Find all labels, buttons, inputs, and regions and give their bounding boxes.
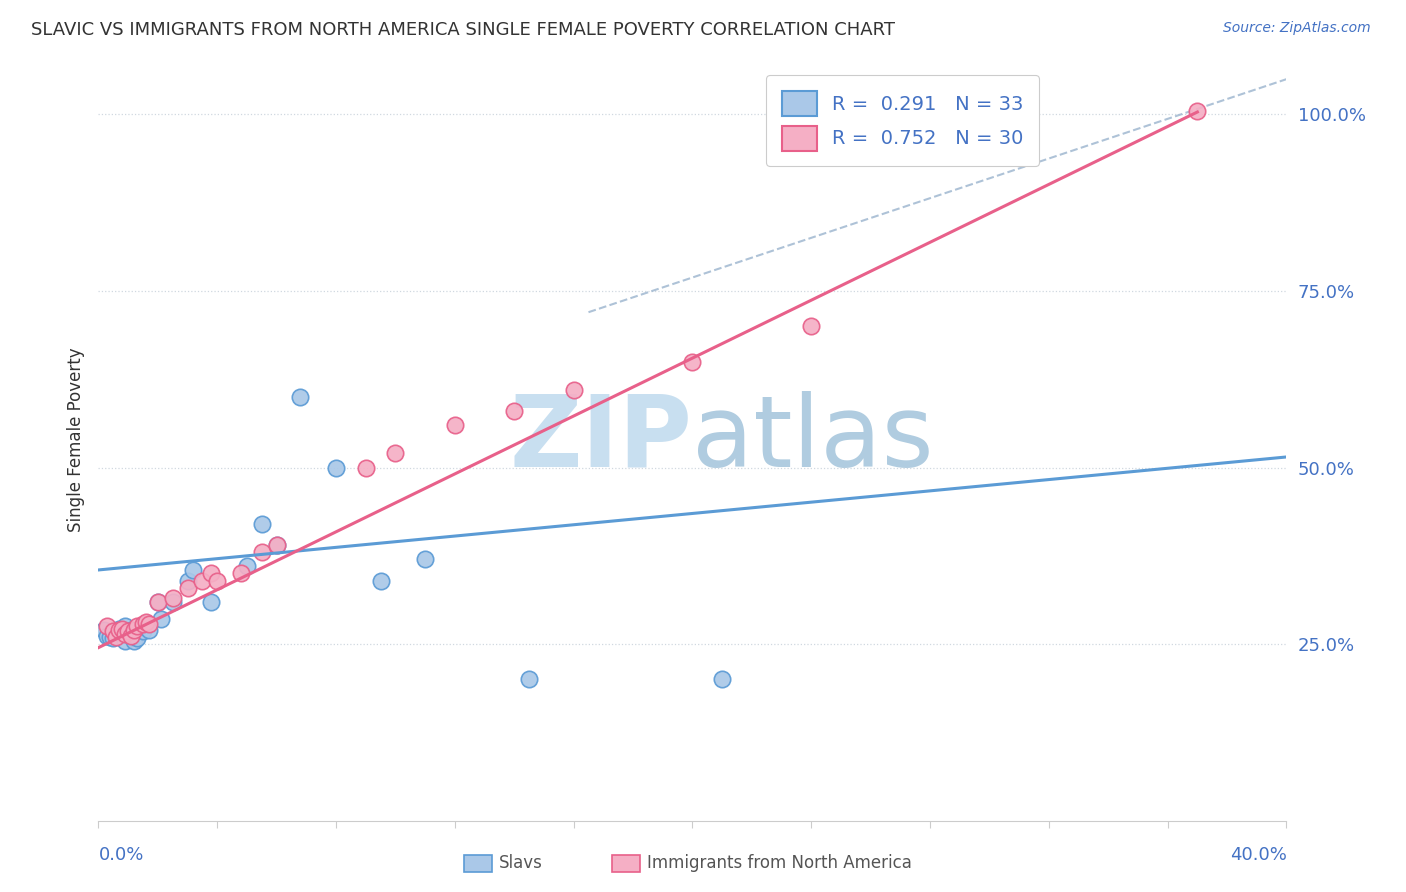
Point	[114, 633, 136, 648]
Point	[105, 630, 128, 644]
Point	[111, 626, 134, 640]
Point	[176, 581, 198, 595]
Point	[111, 622, 134, 636]
Point	[562, 383, 585, 397]
Text: ZIP: ZIP	[509, 391, 692, 488]
Point	[290, 390, 312, 404]
Point	[503, 404, 526, 418]
Point	[266, 538, 288, 552]
Point	[120, 623, 142, 637]
Text: atlas: atlas	[692, 391, 934, 488]
Point	[517, 673, 540, 687]
Point	[103, 632, 125, 646]
Text: SLAVIC VS IMMIGRANTS FROM NORTH AMERICA SINGLE FEMALE POVERTY CORRELATION CHART: SLAVIC VS IMMIGRANTS FROM NORTH AMERICA …	[31, 21, 896, 38]
Legend: R =  0.291   N = 33, R =  0.752   N = 30: R = 0.291 N = 33, R = 0.752 N = 30	[766, 75, 1039, 166]
Point	[96, 619, 118, 633]
Point	[114, 619, 136, 633]
Point	[135, 617, 157, 632]
Point	[162, 591, 184, 606]
Point	[105, 624, 128, 639]
Point	[122, 623, 145, 637]
Point	[711, 673, 734, 687]
Point	[149, 612, 172, 626]
Point	[117, 626, 139, 640]
Point	[443, 418, 465, 433]
Point	[125, 619, 148, 633]
Point	[191, 574, 214, 588]
Point	[162, 595, 184, 609]
Text: Immigrants from North America: Immigrants from North America	[647, 855, 911, 872]
Point	[413, 552, 436, 566]
Point	[108, 623, 131, 637]
Point	[93, 623, 115, 637]
Y-axis label: Single Female Poverty: Single Female Poverty	[66, 347, 84, 532]
Point	[138, 617, 160, 632]
Point	[200, 566, 222, 581]
Text: Slavs: Slavs	[499, 855, 543, 872]
Text: 0.0%: 0.0%	[98, 846, 143, 863]
Point	[117, 624, 139, 639]
Point	[96, 629, 118, 643]
Point	[800, 319, 823, 334]
Point	[229, 566, 252, 581]
Point	[132, 617, 155, 632]
Point	[250, 545, 273, 559]
Point	[236, 559, 259, 574]
Point	[122, 633, 145, 648]
Point	[98, 630, 121, 644]
Text: Source: ZipAtlas.com: Source: ZipAtlas.com	[1223, 21, 1371, 35]
Point	[384, 446, 406, 460]
Point	[120, 629, 142, 643]
Point	[1187, 103, 1209, 118]
Text: 40.0%: 40.0%	[1230, 846, 1286, 863]
Point	[103, 624, 125, 639]
Point	[146, 595, 169, 609]
Point	[125, 632, 148, 646]
Point	[250, 517, 273, 532]
Point	[108, 622, 131, 636]
Point	[205, 574, 228, 588]
Point	[370, 574, 392, 588]
Point	[114, 626, 136, 640]
Point	[135, 615, 157, 629]
Point	[266, 538, 288, 552]
Point	[138, 623, 160, 637]
Point	[108, 623, 131, 637]
Point	[681, 354, 703, 368]
Point	[132, 624, 155, 639]
Point	[200, 595, 222, 609]
Point	[183, 563, 205, 577]
Point	[146, 595, 169, 609]
Point	[354, 460, 377, 475]
Point	[325, 460, 347, 475]
Point	[176, 574, 198, 588]
